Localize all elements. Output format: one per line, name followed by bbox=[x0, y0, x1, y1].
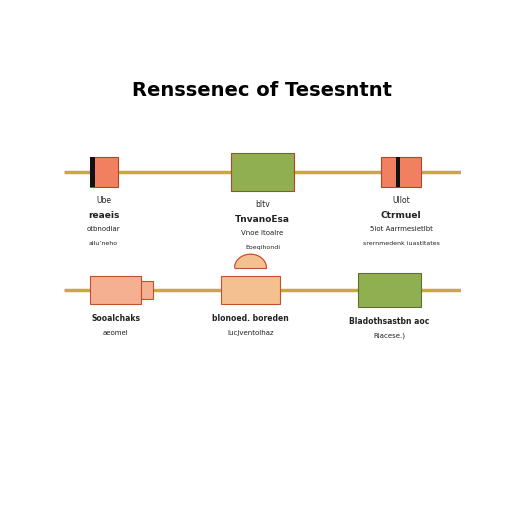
Text: Vnoe ltoalre: Vnoe ltoalre bbox=[241, 230, 284, 237]
Text: lucjventolhaz: lucjventolhaz bbox=[227, 330, 274, 335]
Bar bbox=[90, 157, 95, 186]
Bar bbox=[381, 157, 421, 186]
Bar bbox=[230, 153, 294, 190]
Text: Eoeqihondi: Eoeqihondi bbox=[245, 245, 280, 250]
Text: TnvanoEsa: TnvanoEsa bbox=[235, 216, 290, 224]
Text: otbnodiar: otbnodiar bbox=[87, 226, 120, 232]
Polygon shape bbox=[234, 254, 266, 268]
Text: reaeis: reaeis bbox=[88, 211, 119, 221]
Text: Bladothsastbn aoc: Bladothsastbn aoc bbox=[349, 317, 430, 326]
Bar bbox=[396, 157, 400, 186]
Text: srernmedenk iuastltates: srernmedenk iuastltates bbox=[363, 242, 440, 246]
Bar bbox=[221, 276, 280, 304]
Bar bbox=[141, 281, 153, 299]
Bar bbox=[357, 273, 421, 307]
Text: Ube: Ube bbox=[96, 197, 111, 205]
Bar bbox=[90, 276, 141, 304]
Text: aeomel: aeomel bbox=[103, 330, 129, 335]
Text: bltv: bltv bbox=[255, 200, 270, 209]
Bar bbox=[90, 157, 118, 186]
Text: Ctrmuel: Ctrmuel bbox=[381, 211, 421, 221]
Text: 5iot Aarrmesietlbt: 5iot Aarrmesietlbt bbox=[370, 226, 433, 232]
Text: Sooalchaks: Sooalchaks bbox=[91, 314, 140, 323]
Text: Ullot: Ullot bbox=[392, 197, 410, 205]
Text: blonoed. boreden: blonoed. boreden bbox=[212, 314, 289, 323]
Text: Riacese.): Riacese.) bbox=[373, 332, 406, 339]
Text: Renssenec of Tesesntnt: Renssenec of Tesesntnt bbox=[133, 81, 392, 100]
Text: allu’neho: allu’neho bbox=[89, 242, 118, 246]
